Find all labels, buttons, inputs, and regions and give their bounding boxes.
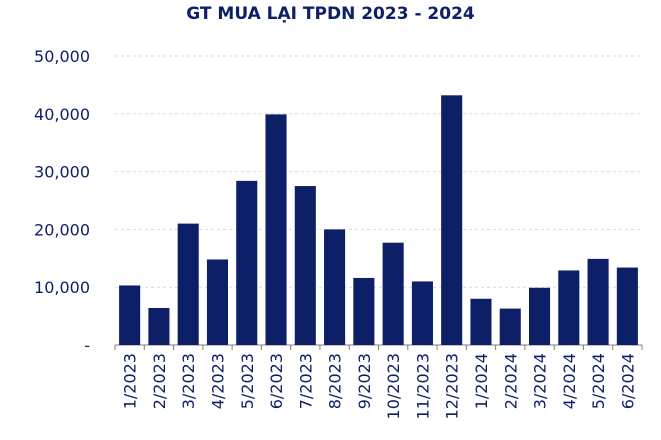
x-tick-label: 4/2024 xyxy=(560,353,579,409)
bar-8-2023 xyxy=(324,229,346,345)
bar-5-2024 xyxy=(587,258,609,345)
bar-6-2024 xyxy=(616,267,638,345)
bar-4-2023 xyxy=(206,259,229,345)
x-tick-label: 4/2023 xyxy=(208,353,227,409)
x-tick-label: 9/2023 xyxy=(355,353,374,409)
bar-12-2023 xyxy=(441,95,463,345)
x-tick-label: 5/2023 xyxy=(238,353,257,409)
x-tick-label: 3/2023 xyxy=(179,353,198,409)
bar-3-2024 xyxy=(528,287,551,345)
x-axis-ticks: 1/2023 2/2023 3/2023 4/2023 5/2023 6/2023 7/20… xyxy=(114,345,643,419)
x-tick-label: 1/2023 xyxy=(121,353,140,409)
bar-6-2023 xyxy=(265,114,287,346)
x-tick-label: 6/2024 xyxy=(618,353,637,409)
bar-2-2023 xyxy=(148,308,170,345)
bar-1-2023 xyxy=(119,285,141,345)
x-tick-label: 5/2024 xyxy=(589,353,608,409)
bar-10-2023 xyxy=(382,242,404,345)
y-axis-ticks: - 10,000 20,000 30,000 40,000 50,000 xyxy=(34,47,90,355)
bar-2-2024 xyxy=(499,308,521,345)
bar-11-2023 xyxy=(411,281,433,345)
x-tick-label: 3/2024 xyxy=(531,353,550,409)
x-tick-label: 10/2023 xyxy=(384,353,403,419)
chart-title: GT MUA LẠI TPDN 2023 - 2024 xyxy=(186,4,475,24)
y-tick-label: 40,000 xyxy=(34,105,90,124)
x-tick-label: 1/2024 xyxy=(472,353,491,409)
x-tick-label: 2/2023 xyxy=(150,353,169,409)
bar-4-2024 xyxy=(558,270,580,345)
y-tick-label: 50,000 xyxy=(34,47,90,66)
bar-7-2023 xyxy=(294,186,316,345)
x-tick-label: 11/2023 xyxy=(413,353,432,419)
bars-layer xyxy=(119,95,638,346)
x-tick-label: 6/2023 xyxy=(267,353,286,409)
bar-9-2023 xyxy=(353,277,375,345)
bar-5-2023 xyxy=(236,180,258,345)
y-tick-label: 10,000 xyxy=(34,278,90,297)
bar-3-2023 xyxy=(177,223,199,345)
y-tick-label: 20,000 xyxy=(34,220,90,239)
x-tick-label: 12/2023 xyxy=(443,353,462,419)
bar-1-2024 xyxy=(470,298,492,345)
y-tick-label: 30,000 xyxy=(34,163,90,182)
x-tick-label: 2/2024 xyxy=(501,353,520,409)
x-tick-label: 7/2023 xyxy=(296,353,315,409)
x-tick-label: 8/2023 xyxy=(326,353,345,409)
y-tick-label: - xyxy=(84,336,90,355)
